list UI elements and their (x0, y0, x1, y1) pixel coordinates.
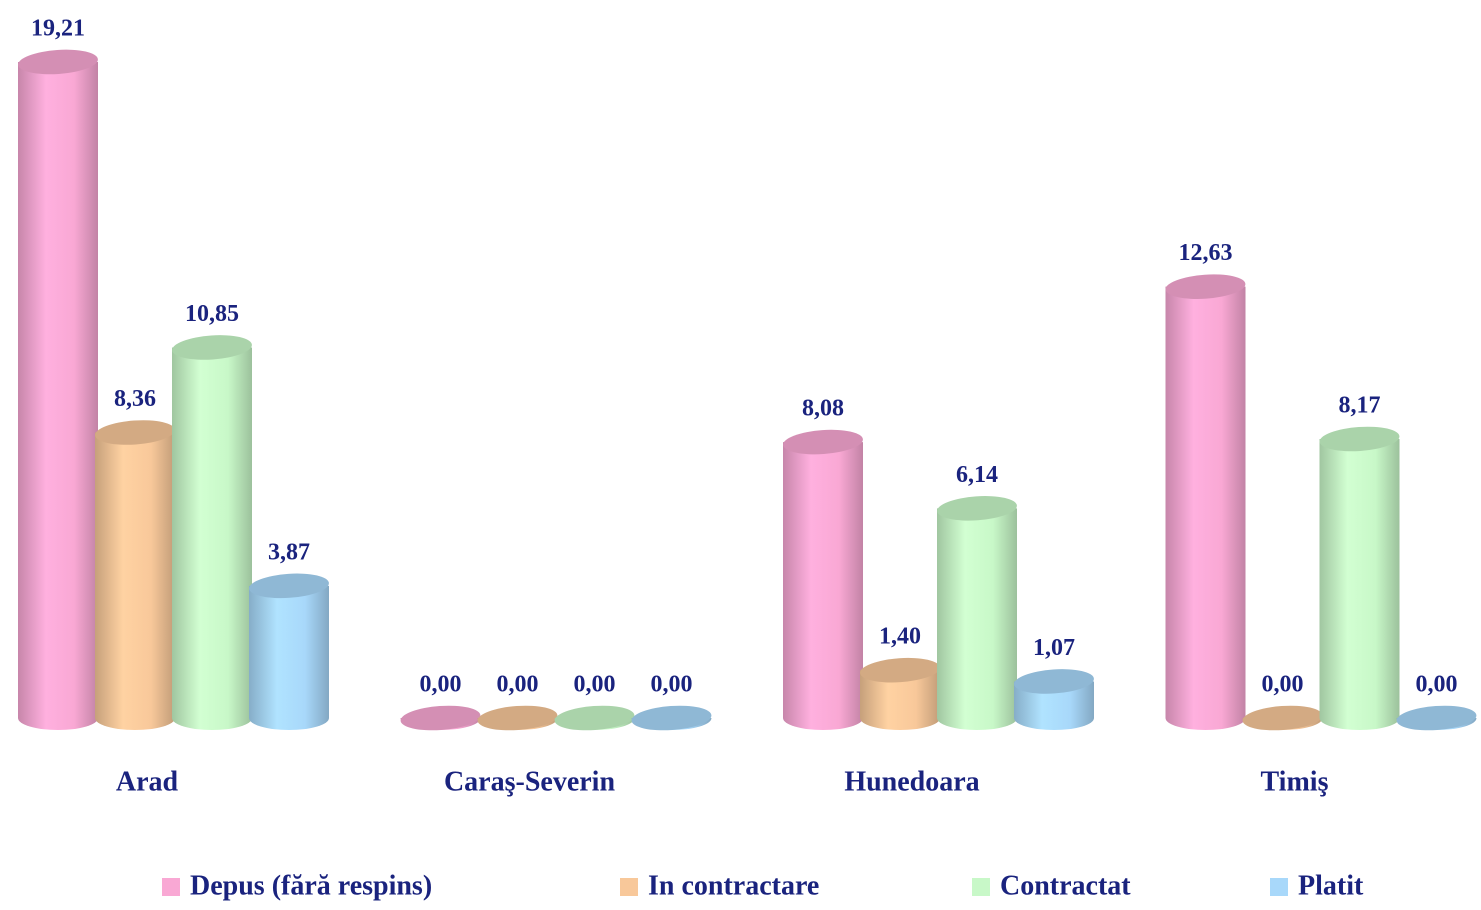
bar-top (860, 657, 940, 683)
bar (1165, 286, 1246, 730)
value-label: 8,08 (802, 396, 844, 422)
bar (172, 347, 252, 730)
legend-swatch (972, 878, 990, 896)
x-tick-label: Hunedoara (844, 766, 979, 797)
value-label: 1,07 (1033, 635, 1075, 661)
bar-top (1014, 669, 1094, 694)
legend-label: Depus (fără respins) (190, 870, 432, 901)
legend-swatch (1270, 878, 1288, 896)
value-label: 8,36 (114, 386, 156, 412)
bar-top (783, 429, 863, 455)
value-label: 19,21 (31, 15, 85, 41)
x-tick-label: Arad (116, 766, 179, 797)
value-label: 0,00 (497, 672, 539, 698)
bar-top (1165, 274, 1246, 299)
value-label: 0,00 (651, 672, 693, 698)
bar-top (249, 573, 329, 599)
bar-top (400, 705, 481, 731)
bar-top (172, 335, 252, 360)
value-label: 1,40 (879, 624, 921, 650)
bar (249, 585, 329, 730)
x-tick-label: Caraş-Severin (444, 766, 616, 797)
bar-top (937, 496, 1017, 521)
bar (783, 442, 863, 730)
bar-top (18, 49, 98, 75)
value-label: 0,00 (1262, 672, 1304, 698)
legend-swatch (162, 878, 180, 896)
legend-label: Contractat (1000, 870, 1131, 901)
bar (95, 432, 175, 730)
x-tick-label: Timiş (1261, 766, 1329, 797)
value-label: 8,17 (1339, 392, 1381, 418)
bar-top (1319, 426, 1400, 452)
value-label: 0,00 (420, 672, 462, 698)
value-label: 0,00 (1416, 672, 1458, 698)
bar-top (95, 420, 175, 445)
legend-label: Platit (1298, 870, 1364, 901)
bar-top (631, 705, 712, 731)
legend-label: In contractare (648, 870, 819, 901)
legend-swatch (620, 878, 638, 896)
bar (1319, 438, 1400, 730)
bar (860, 670, 940, 730)
bar (1014, 681, 1094, 730)
bar (937, 508, 1017, 730)
bar-top (477, 705, 558, 731)
value-label: 12,63 (1179, 240, 1233, 266)
bar-top (1396, 705, 1477, 731)
bar (18, 61, 98, 730)
value-label: 3,87 (268, 539, 310, 565)
value-label: 6,14 (956, 462, 998, 488)
bar-top (1242, 705, 1323, 731)
value-label: 0,00 (574, 672, 616, 698)
bar-top (554, 705, 635, 731)
value-label: 10,85 (185, 301, 239, 327)
